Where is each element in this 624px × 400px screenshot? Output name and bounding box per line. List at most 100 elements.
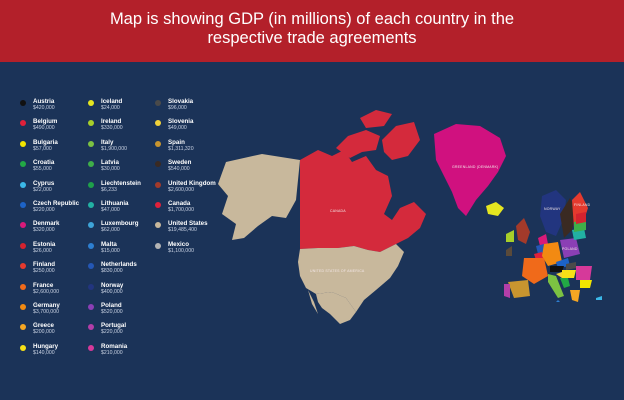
legend-country-name: Norway bbox=[101, 281, 124, 289]
legend-country-name: Belgium bbox=[33, 118, 58, 126]
legend-gdp-value: $400,000 bbox=[101, 288, 123, 295]
legend-swatch bbox=[20, 263, 26, 270]
legend-gdp-value: $55,000 bbox=[33, 166, 52, 173]
legend-gdp-value: $57,000 bbox=[33, 145, 52, 152]
legend-gdp-value: $3,700,000 bbox=[33, 309, 59, 315]
legend-country-name: Bulgaria bbox=[33, 138, 58, 146]
legend-swatch bbox=[20, 324, 26, 331]
legend-gdp-value: $540,000 bbox=[168, 166, 190, 173]
map-region-europe bbox=[504, 190, 602, 302]
legend-country-name: Netherlands bbox=[101, 261, 137, 269]
legend-country-name: Latvia bbox=[101, 159, 119, 167]
legend-swatch bbox=[88, 304, 94, 310]
legend-swatch bbox=[88, 222, 94, 229]
map-region-mexico bbox=[316, 292, 356, 324]
legend-gdp-value: $22,000 bbox=[33, 186, 52, 193]
legend-country-name: France bbox=[33, 281, 54, 289]
legend-gdp-value: $490,000 bbox=[33, 125, 55, 132]
legend-gdp-value: $250,000 bbox=[33, 268, 55, 275]
legend-swatch bbox=[88, 100, 94, 106]
legend-gdp-value: $520,000 bbox=[101, 309, 123, 315]
legend-country-name: Italy bbox=[101, 138, 114, 146]
legend-country-name: Germany bbox=[33, 302, 60, 309]
map-region-baja bbox=[308, 290, 318, 314]
legend-country-name: Estonia bbox=[33, 240, 56, 248]
legend-swatch bbox=[88, 324, 94, 331]
map-region-arctic-islands-3 bbox=[360, 110, 392, 128]
legend-gdp-value: $49,000 bbox=[168, 125, 187, 132]
legend-country-name: Liechtenstein bbox=[101, 179, 141, 187]
title-line-2: respective trade agreements bbox=[207, 29, 417, 47]
legend-gdp-value: $24,000 bbox=[101, 105, 120, 111]
legend-country-name: Malta bbox=[101, 240, 117, 248]
legend-swatch bbox=[20, 242, 26, 249]
legend-swatch bbox=[155, 161, 161, 168]
legend-gdp-value: $2,600,000 bbox=[168, 186, 194, 193]
legend-country-name: Hungary bbox=[33, 342, 59, 350]
legend-country-name: Portugal bbox=[101, 322, 127, 330]
legend-swatch bbox=[20, 100, 26, 106]
legend-swatch bbox=[88, 140, 94, 147]
legend-gdp-value: $6,233 bbox=[101, 186, 117, 193]
legend-gdp-value: $62,000 bbox=[101, 227, 120, 234]
map-region-greenland bbox=[434, 124, 506, 216]
map-label-canada: CANADA bbox=[330, 209, 346, 213]
map-region-canada bbox=[300, 150, 426, 252]
legend-gdp-value: $200,000 bbox=[33, 329, 55, 336]
legend-country-name: Sweden bbox=[168, 159, 192, 167]
legend-gdp-value: $15,000 bbox=[101, 247, 120, 254]
legend-country-name: Luxembourg bbox=[101, 220, 139, 228]
legend-country-name: Lithuania bbox=[101, 200, 129, 207]
legend-swatch bbox=[155, 120, 161, 127]
map-region-iceland bbox=[486, 202, 504, 216]
legend-swatch bbox=[88, 202, 94, 208]
legend-swatch bbox=[20, 344, 26, 351]
legend-swatch bbox=[88, 161, 94, 168]
legend-country-name: Poland bbox=[101, 302, 122, 309]
legend-swatch bbox=[88, 283, 94, 290]
legend-swatch bbox=[155, 100, 161, 106]
legend-gdp-value: $320,000 bbox=[33, 227, 55, 234]
legend-swatch bbox=[155, 222, 161, 229]
legend-country-name: Cyprus bbox=[33, 179, 55, 187]
legend-swatch bbox=[155, 242, 161, 249]
legend-swatch bbox=[155, 181, 161, 188]
legend-country-name: Czech Republic bbox=[33, 200, 80, 207]
legend-country-name: Slovakia bbox=[168, 98, 194, 105]
legend-country-name: Greece bbox=[33, 322, 54, 330]
legend-country-name: United Kingdom bbox=[168, 179, 216, 187]
legend-country-name: Croatia bbox=[33, 159, 55, 167]
map-region-united-states bbox=[298, 244, 404, 312]
map-label-norway: NORWAY bbox=[544, 207, 561, 211]
legend-country-name: Canada bbox=[168, 200, 191, 207]
legend-swatch bbox=[20, 202, 26, 208]
legend-gdp-value: $96,000 bbox=[168, 105, 187, 111]
legend-swatch bbox=[20, 304, 26, 310]
legend-swatch bbox=[20, 181, 26, 188]
legend-swatch bbox=[88, 242, 94, 249]
legend-gdp-value: $220,000 bbox=[101, 329, 123, 336]
legend-gdp-value: $830,000 bbox=[101, 268, 123, 275]
map-label-finland: FINLAND bbox=[574, 203, 591, 207]
legend-gdp-value: $140,000 bbox=[33, 349, 55, 356]
legend-swatch bbox=[155, 140, 161, 147]
legend-country-name: Finland bbox=[33, 261, 55, 269]
legend-gdp-value: $19,485,400 bbox=[168, 227, 197, 234]
legend-gdp-value: $30,000 bbox=[101, 166, 120, 173]
map-region-arctic-islands-2 bbox=[382, 122, 420, 160]
map-label-greenland: GREENLAND (DENMARK) bbox=[452, 165, 498, 169]
legend-swatch bbox=[88, 344, 94, 351]
page-title: Map is showing GDP (in millions) of each… bbox=[0, 10, 624, 48]
legend-gdp-value: $2,600,000 bbox=[33, 288, 59, 295]
legend-country-name: Romania bbox=[101, 342, 128, 350]
legend-gdp-value: $47,000 bbox=[101, 207, 120, 213]
legend-gdp-value: $26,000 bbox=[33, 247, 52, 254]
legend-swatch bbox=[20, 161, 26, 168]
legend-country-name: Iceland bbox=[101, 98, 123, 105]
legend-gdp-value: $1,311,320 bbox=[168, 145, 194, 152]
legend-gdp-value: $330,000 bbox=[101, 125, 123, 132]
legend-gdp-value: $1,100,000 bbox=[168, 247, 194, 254]
legend-country-name: Slovenia bbox=[168, 118, 194, 126]
